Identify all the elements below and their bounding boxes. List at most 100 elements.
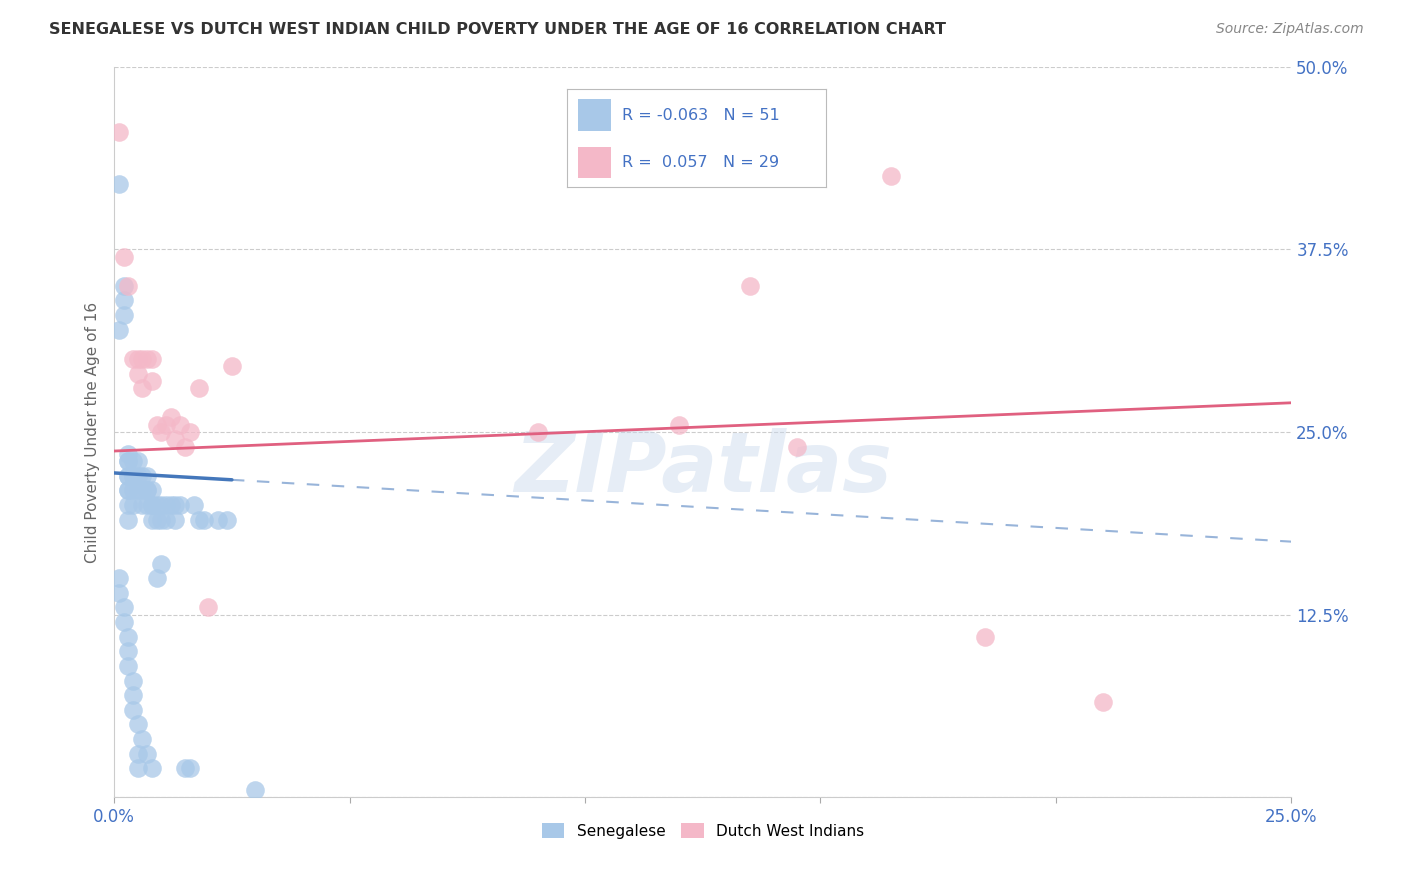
Point [159,498,181,512]
Point [122,468,145,483]
Point [165,433,187,447]
Point [112,293,135,308]
Point [141,483,163,498]
Point [131,498,153,512]
Point [122,703,145,717]
Point [127,351,149,366]
Point [117,454,139,468]
Point [122,468,145,483]
Point [141,761,163,775]
Point [141,498,163,512]
Point [117,498,139,512]
Point [974,630,997,644]
Point [145,513,167,527]
Point [165,498,187,512]
Point [127,483,149,498]
Point [221,359,243,374]
Point [112,615,135,629]
Point [165,513,187,527]
Point [122,351,145,366]
Point [127,468,149,483]
Point [117,630,139,644]
Point [141,351,163,366]
Point [183,498,205,512]
Point [131,381,153,395]
Point [127,747,149,761]
Point [145,571,167,585]
Point [117,644,139,658]
Point [187,381,209,395]
Point [245,783,267,797]
Point [117,659,139,673]
Legend: Senegalese, Dutch West Indians: Senegalese, Dutch West Indians [536,816,870,845]
Point [150,425,173,439]
Point [136,747,159,761]
Point [155,417,177,432]
Point [131,351,153,366]
Point [108,177,131,191]
Point [155,498,177,512]
Point [145,498,167,512]
Point [112,308,135,322]
Text: ZIPatlas: ZIPatlas [513,428,891,509]
Point [127,717,149,731]
Point [122,673,145,688]
Point [141,374,163,388]
Point [141,513,163,527]
Point [187,513,209,527]
Point [150,513,173,527]
Point [527,425,550,439]
Point [136,483,159,498]
Point [108,323,131,337]
Point [117,278,139,293]
Point [117,483,139,498]
Point [668,417,690,432]
Point [197,600,219,615]
Point [145,417,167,432]
Point [179,425,201,439]
Point [127,761,149,775]
Point [127,367,149,381]
Point [112,600,135,615]
Point [150,557,173,571]
Point [122,498,145,512]
Text: Source: ZipAtlas.com: Source: ZipAtlas.com [1216,22,1364,37]
Point [179,761,201,775]
Point [108,586,131,600]
Point [136,351,159,366]
Point [108,571,131,585]
Point [122,688,145,702]
Point [738,278,761,293]
Point [117,483,139,498]
Point [136,468,159,483]
Point [141,498,163,512]
Point [155,513,177,527]
Text: SENEGALESE VS DUTCH WEST INDIAN CHILD POVERTY UNDER THE AGE OF 16 CORRELATION CH: SENEGALESE VS DUTCH WEST INDIAN CHILD PO… [49,22,946,37]
Point [880,169,903,184]
Point [112,278,135,293]
Point [136,498,159,512]
Y-axis label: Child Poverty Under the Age of 16: Child Poverty Under the Age of 16 [86,301,100,563]
Point [1091,695,1114,709]
Point [173,440,195,454]
Point [108,125,131,139]
Point [117,468,139,483]
Point [122,483,145,498]
Point [112,250,135,264]
Point [207,513,229,527]
Point [136,483,159,498]
Point [131,483,153,498]
Point [117,454,139,468]
Point [786,440,808,454]
Point [159,410,181,425]
Point [117,513,139,527]
Point [169,417,191,432]
Point [122,454,145,468]
Point [217,513,239,527]
Point [117,447,139,461]
Point [127,454,149,468]
Point [173,761,195,775]
Point [150,498,173,512]
Point [117,468,139,483]
Point [131,731,153,746]
